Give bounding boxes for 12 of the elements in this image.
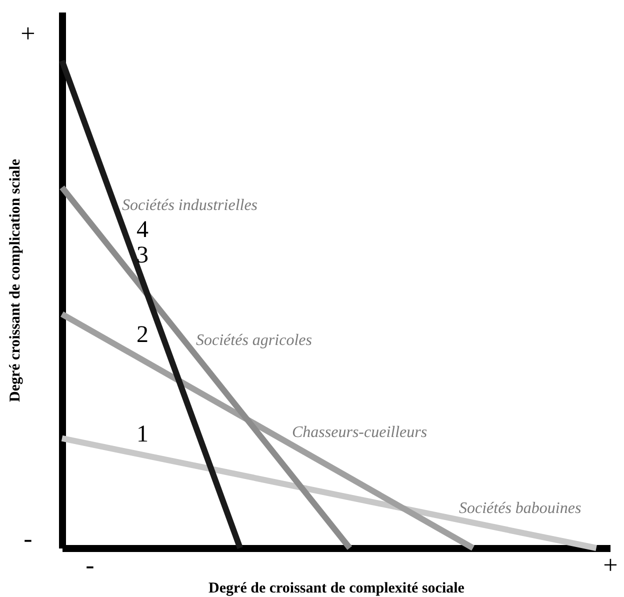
x-axis-title: Degré de croissant de complexité sociale (208, 580, 465, 596)
text: - (24, 524, 32, 553)
series-label: 4 (136, 217, 148, 244)
annotation: Sociétés agricoles (196, 332, 312, 349)
annotation: Chasseurs-cueilleurs (292, 424, 428, 441)
annotation: Sociétés babouines (459, 500, 582, 517)
annotation: Sociétés industrielles (122, 197, 258, 214)
series-label: 3 (136, 242, 148, 268)
text: + (20, 19, 36, 48)
series-label: 1 (136, 421, 148, 448)
series-label: 2 (136, 322, 148, 348)
y-axis-title: Degré croissant de complication sciale (8, 158, 24, 402)
